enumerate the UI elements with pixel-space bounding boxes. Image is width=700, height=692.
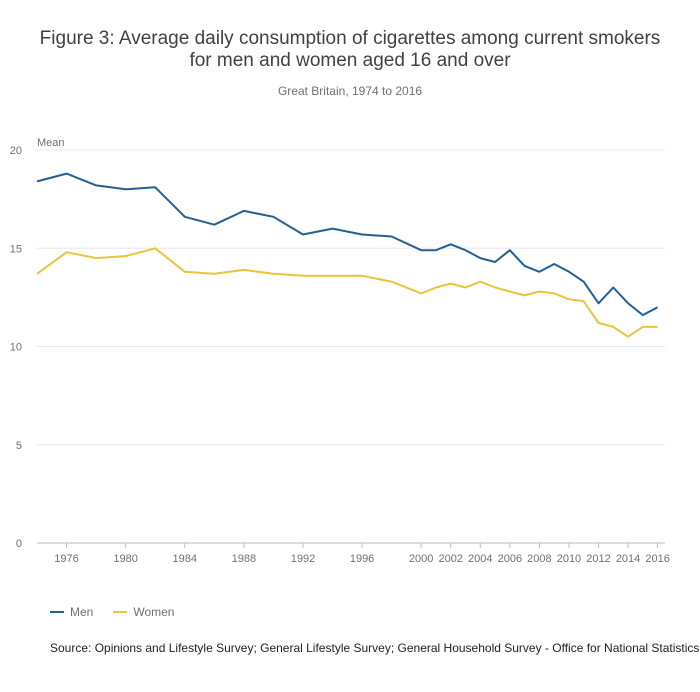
y-tick-label-10: 10 [10, 342, 22, 354]
x-tick-label-2002: 2002 [438, 553, 462, 565]
legend-swatch-men [50, 611, 64, 613]
x-tick-label-1992: 1992 [291, 553, 315, 565]
series-line-men [36, 172, 659, 317]
legend-swatch-women [113, 611, 128, 613]
legend-label-women: Women [133, 605, 175, 619]
chart-title-line-2: for men and women aged 16 and over [189, 50, 511, 71]
x-tick-label-1980: 1980 [113, 553, 137, 565]
x-tick-label-2000: 2000 [409, 553, 433, 565]
y-tick-label-5: 5 [16, 440, 22, 452]
legend: Men Women [50, 605, 194, 619]
x-tick-label-1988: 1988 [232, 553, 256, 565]
y-tick-label-0: 0 [16, 538, 22, 550]
series-line-women [36, 247, 658, 338]
x-tick-label-2008: 2008 [527, 553, 551, 565]
source-note: Source: Opinions and Lifestyle Survey; G… [50, 641, 700, 655]
legend-item-men[interactable]: Men [50, 605, 93, 619]
x-tick-label-1984: 1984 [173, 553, 197, 565]
chart-title-line-1: Figure 3: Average daily consumption of c… [39, 28, 661, 49]
y-tick-label-15: 15 [10, 243, 22, 255]
chart-title: Figure 3: Average daily consumption of c… [0, 28, 700, 72]
x-tick-label-2004: 2004 [468, 553, 492, 565]
x-tick-label-2014: 2014 [616, 553, 640, 565]
x-tick-label-1976: 1976 [54, 553, 78, 565]
y-tick-label-20: 20 [10, 145, 22, 157]
legend-item-women[interactable]: Women [113, 605, 174, 619]
y-axis-label: Mean [37, 137, 65, 149]
line-chart: 0 5 10 15 20 Mean 1976 1980 1984 1988 1992 1996 2000… [10, 137, 670, 565]
chart-subtitle: Great Britain, 1974 to 2016 [277, 84, 423, 98]
x-tick-label-2016: 2016 [645, 553, 669, 565]
x-tick-label-2012: 2012 [586, 553, 610, 565]
x-tick-label-2010: 2010 [557, 553, 581, 565]
x-tick-label-2006: 2006 [498, 553, 522, 565]
legend-label-men: Men [70, 605, 94, 619]
x-tick-label-1996: 1996 [350, 553, 374, 565]
